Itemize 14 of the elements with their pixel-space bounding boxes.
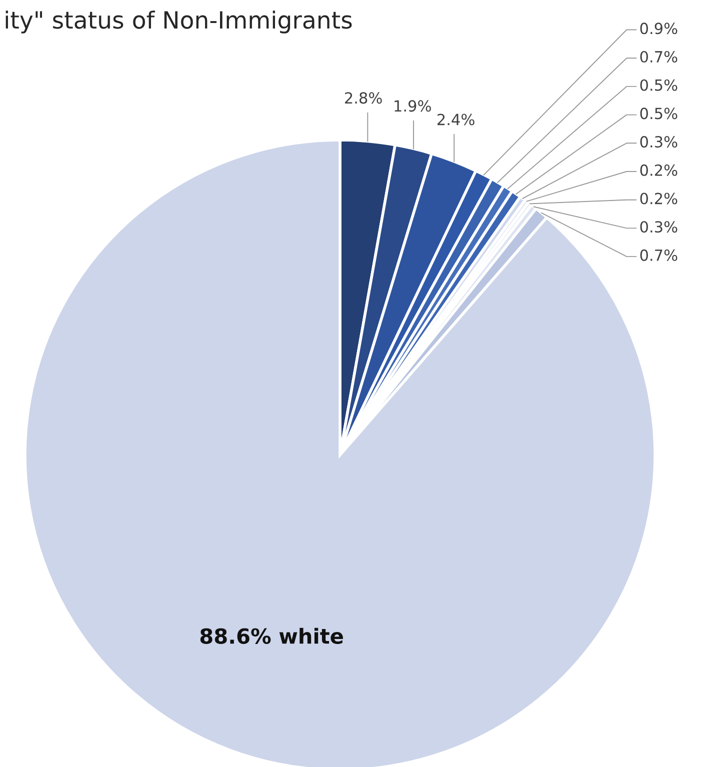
data-label: 0.2% [640, 164, 678, 176]
data-label: 0.7% [640, 50, 678, 63]
data-label: 2.4% [438, 114, 474, 126]
data-label: 0.5% [640, 108, 678, 120]
data-label: 1.9% [394, 100, 431, 112]
data-label: 0.9% [640, 22, 678, 34]
chart-title: ity" status of Non-Immigrants [6, 10, 352, 34]
data-label: 0.7% [640, 249, 678, 261]
data-label: 0.3% [640, 221, 678, 233]
data-label: 0.5% [640, 79, 678, 91]
data-label: 2.8% [345, 92, 382, 104]
data-label: 0.3% [640, 136, 678, 148]
data-label: 0.2% [640, 192, 678, 204]
slice-label: 88.6% white [200, 628, 343, 644]
